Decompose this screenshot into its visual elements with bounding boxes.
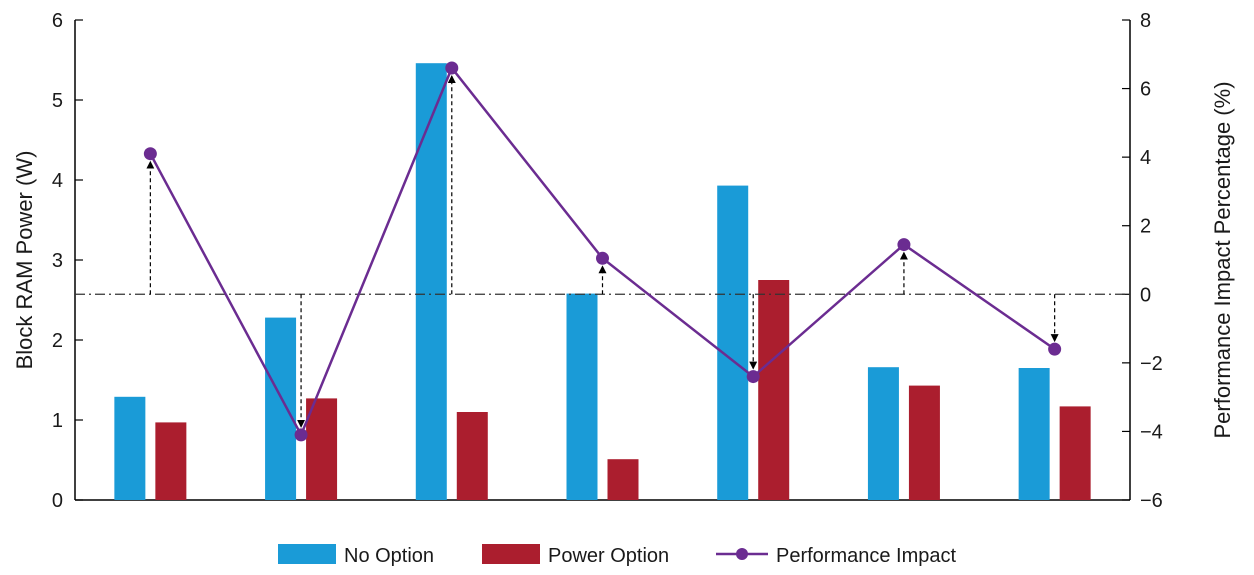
bar-power-option — [1059, 406, 1091, 500]
legend-swatch-power-option — [482, 544, 540, 564]
bar-no-option — [1018, 368, 1050, 500]
left-tick-label: 4 — [52, 170, 63, 192]
legend-label-performance-impact: Performance Impact — [776, 545, 957, 567]
left-tick-label: 6 — [52, 10, 63, 32]
connector-arrows — [146, 75, 1059, 428]
right-tick-label: 2 — [1140, 216, 1151, 238]
left-tick-label: 3 — [52, 250, 63, 272]
bar-no-option — [415, 63, 447, 500]
right-tick-label: 4 — [1140, 147, 1151, 169]
right-axis-ticks: −6 −4 −2 0 2 4 6 8 — [1122, 10, 1163, 512]
performance-impact-point — [1048, 342, 1062, 356]
bar-power-option — [758, 280, 790, 500]
legend-swatch-performance-impact-marker — [736, 548, 748, 560]
bar-power-option — [456, 412, 488, 500]
bar-no-option — [566, 293, 598, 500]
bar-no-option — [265, 317, 297, 500]
right-tick-label: 0 — [1140, 284, 1151, 306]
right-tick-label: 6 — [1140, 79, 1151, 101]
bar-no-option — [114, 396, 146, 500]
performance-impact-point — [596, 251, 609, 265]
performance-impact-point — [746, 370, 760, 384]
bar-power-option — [306, 398, 338, 500]
left-tick-label: 5 — [52, 90, 63, 112]
performance-impact-point — [294, 428, 308, 442]
right-tick-label: −2 — [1140, 353, 1163, 375]
performance-impact-point — [143, 147, 157, 161]
right-tick-label: 8 — [1140, 10, 1151, 32]
performance-impact-line — [143, 61, 1062, 442]
bar-no-option — [867, 367, 899, 500]
performance-impact-point — [897, 238, 911, 252]
left-tick-label: 0 — [52, 490, 63, 512]
right-tick-label: −6 — [1140, 490, 1163, 512]
right-axis-title: Performance Impact Percentage (%) — [1210, 81, 1235, 438]
right-tick-label: −4 — [1140, 421, 1163, 443]
legend-swatch-no-option — [278, 544, 336, 564]
legend: No Option Power Option Performance Impac… — [278, 544, 957, 567]
bar-no-option — [717, 185, 749, 500]
bar-power-option — [908, 385, 940, 500]
bars — [114, 63, 1091, 500]
left-tick-label: 2 — [52, 330, 63, 352]
bar-power-option — [155, 422, 187, 500]
left-tick-label: 1 — [52, 410, 63, 432]
performance-impact-point — [445, 61, 459, 75]
legend-label-power-option: Power Option — [548, 545, 669, 567]
left-axis-ticks: 0 1 2 3 4 5 6 — [52, 10, 83, 512]
left-axis-title: Block RAM Power (W) — [12, 151, 37, 370]
bar-power-option — [607, 459, 639, 500]
legend-label-no-option: No Option — [344, 545, 434, 567]
